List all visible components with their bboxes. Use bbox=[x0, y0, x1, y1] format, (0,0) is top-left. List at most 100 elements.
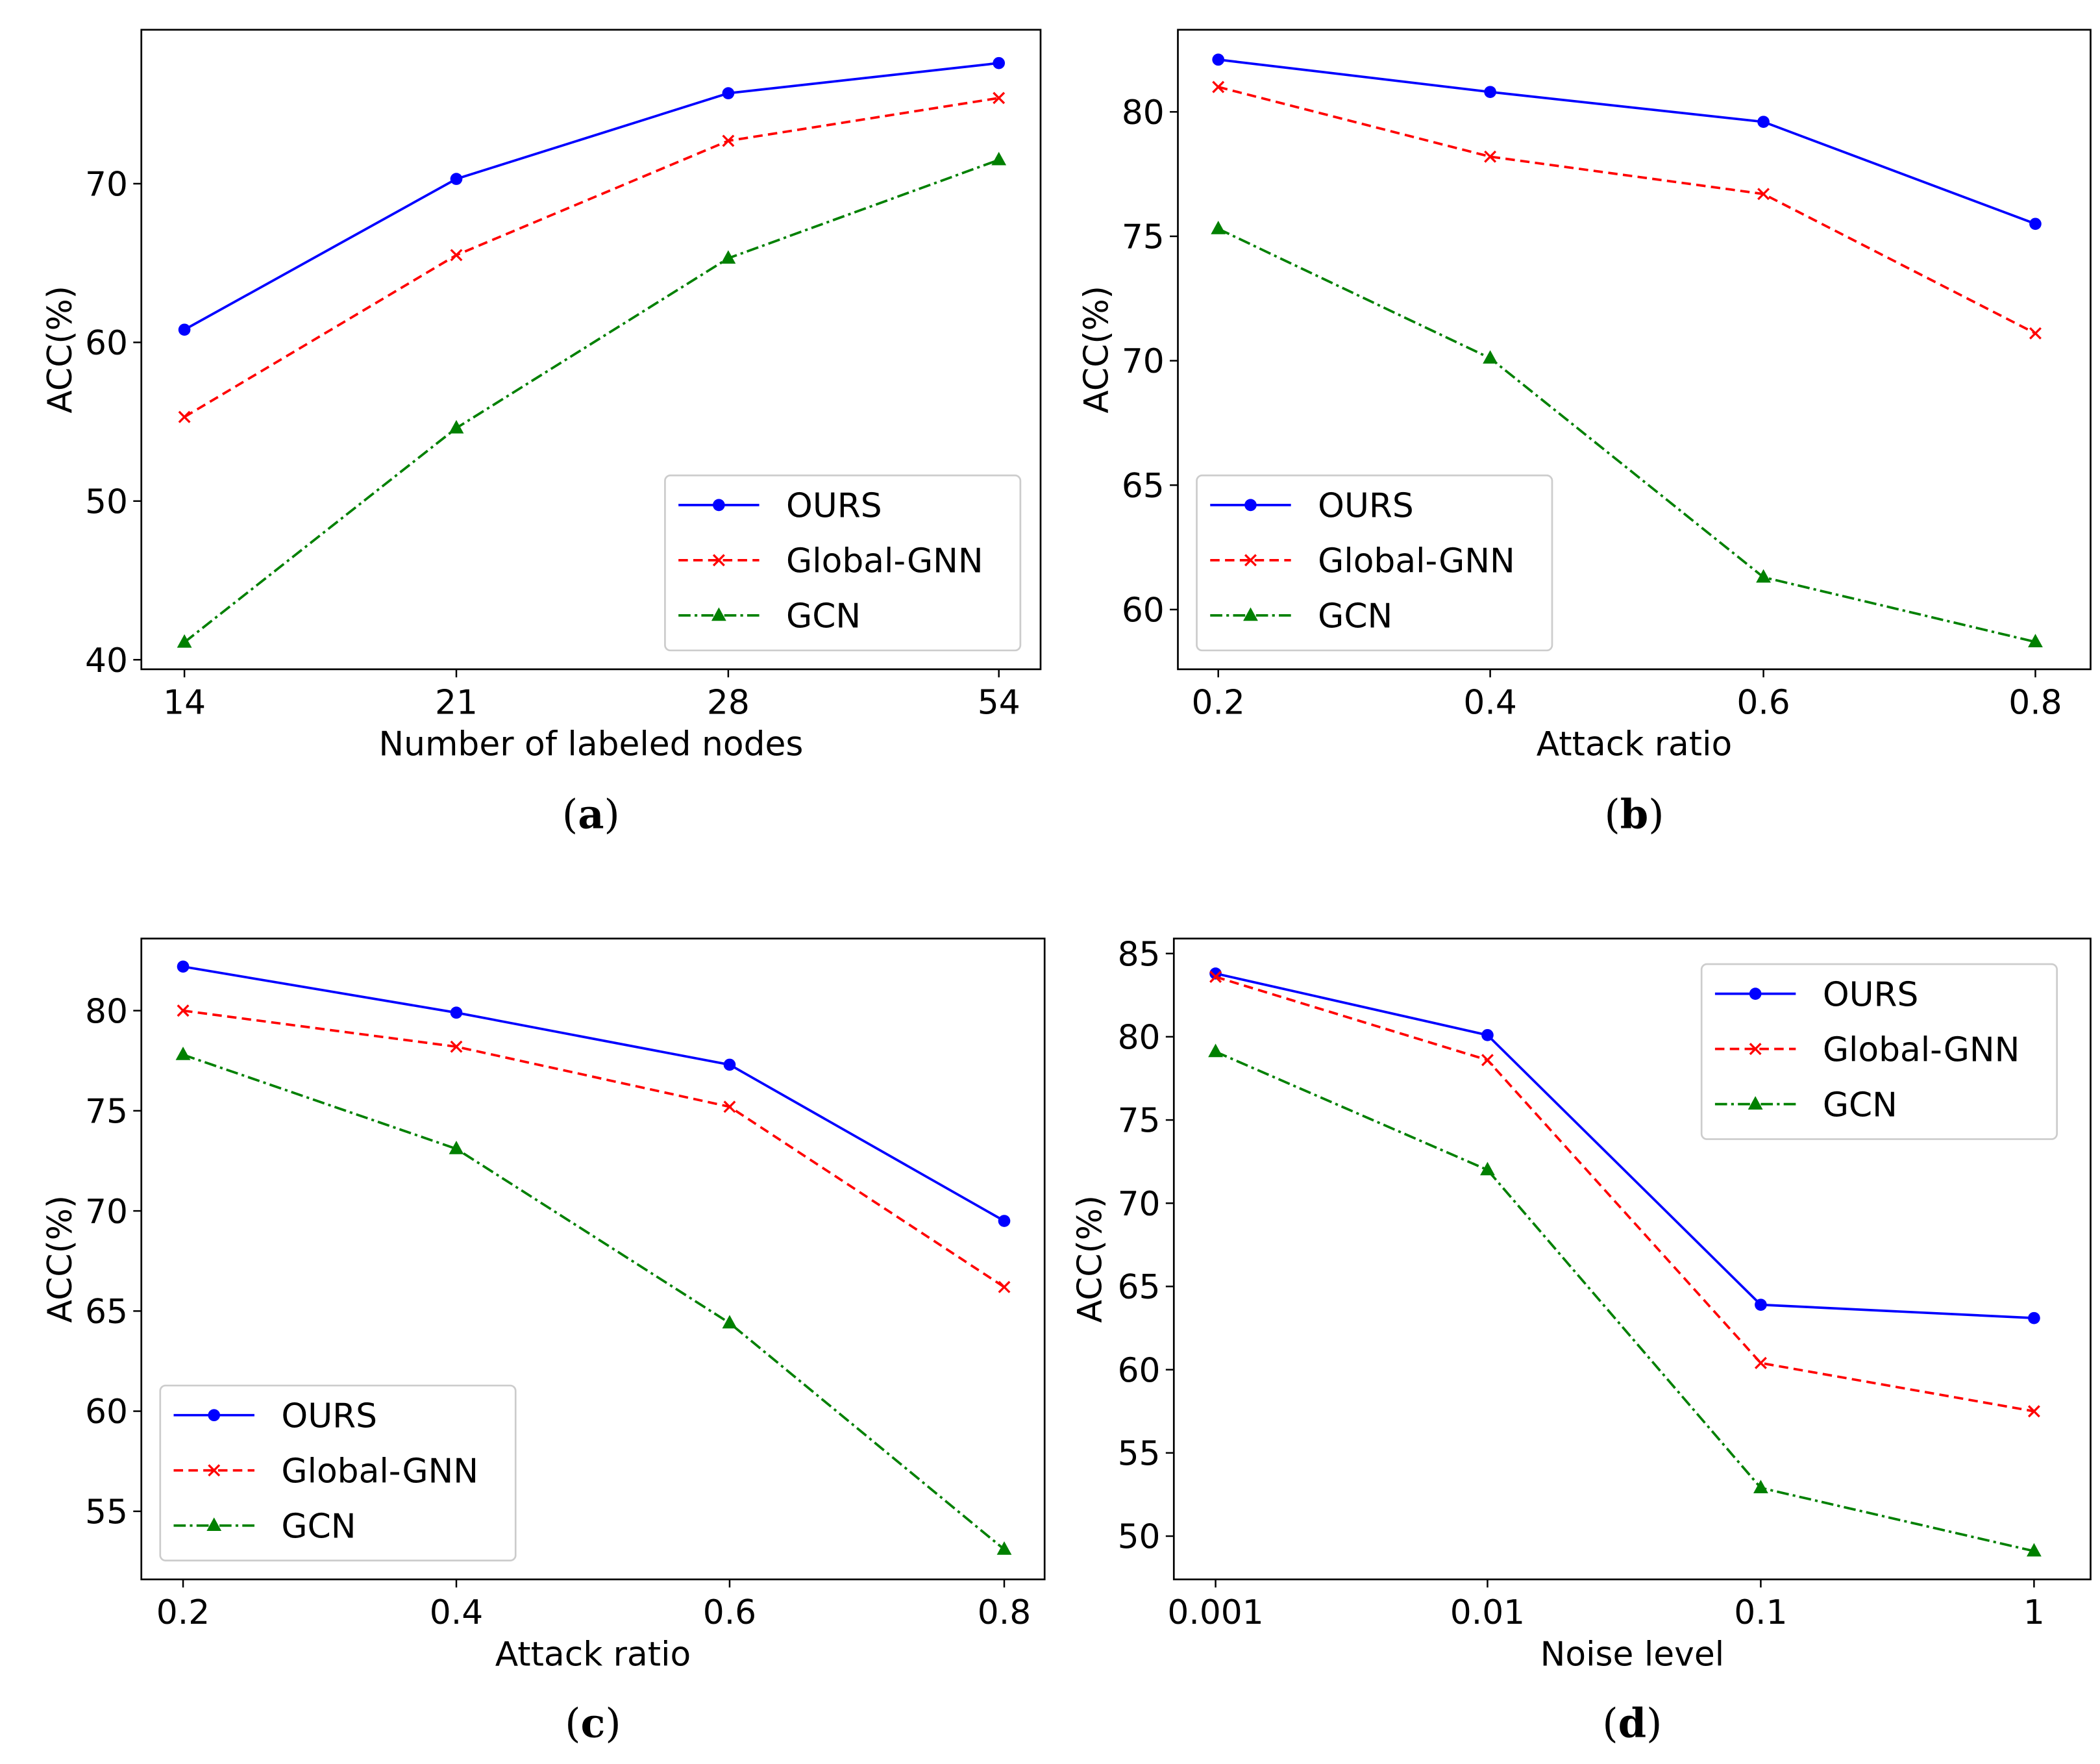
legend-item: Global-GNN bbox=[678, 542, 983, 581]
series-gcn bbox=[175, 1047, 1012, 1555]
x-tick-label: 54 bbox=[978, 683, 1020, 722]
legend-label: OURS bbox=[281, 1397, 377, 1435]
marker-circle bbox=[1484, 86, 1496, 98]
marker-x bbox=[1212, 81, 1225, 93]
y-tick-label: 60 bbox=[1122, 591, 1165, 630]
series-line bbox=[182, 1009, 1006, 1288]
marker-x bbox=[712, 554, 725, 567]
series-line bbox=[182, 1053, 1006, 1550]
marker-circle bbox=[1212, 53, 1225, 66]
caption-paren: ) bbox=[1648, 791, 1664, 838]
marker-x bbox=[1481, 1054, 1494, 1067]
y-axis-label: ACC(%) bbox=[41, 286, 80, 414]
legend-label: OURS bbox=[786, 487, 882, 526]
caption-paren: ( bbox=[562, 791, 578, 838]
marker-circle bbox=[723, 1058, 736, 1071]
marker-triangle bbox=[1243, 607, 1258, 621]
marker-x bbox=[998, 1280, 1011, 1293]
legend-item: OURS bbox=[1714, 975, 1918, 1014]
marker-triangle bbox=[175, 1047, 191, 1060]
marker-triangle bbox=[206, 1517, 222, 1532]
marker-triangle bbox=[1753, 1480, 1768, 1493]
caption-paren: ( bbox=[1602, 1699, 1618, 1746]
marker-circle bbox=[1757, 116, 1770, 128]
caption-letter: b bbox=[1620, 791, 1649, 838]
marker-triangle bbox=[2026, 1543, 2042, 1557]
legend-item: GCN bbox=[678, 597, 861, 636]
x-tick-label: 0.2 bbox=[1191, 683, 1244, 722]
y-axis-label: ACC(%) bbox=[1070, 1195, 1109, 1323]
legend-label: Global-GNN bbox=[1318, 542, 1515, 581]
legend-label: GCN bbox=[786, 597, 861, 636]
marker-triangle bbox=[721, 250, 736, 264]
legend-item: Global-GNN bbox=[1714, 1030, 2020, 1069]
y-tick-label: 55 bbox=[85, 1493, 128, 1532]
x-axis-label: Attack ratio bbox=[495, 1635, 691, 1674]
legend-label: GCN bbox=[281, 1507, 356, 1546]
caption-paren: ) bbox=[604, 791, 620, 838]
y-tick-label: 70 bbox=[1118, 1185, 1161, 1224]
y-tick-label: 40 bbox=[85, 641, 128, 680]
marker-circle bbox=[177, 960, 190, 973]
y-tick-label: 50 bbox=[85, 482, 128, 521]
marker-triangle bbox=[722, 1315, 737, 1329]
series-global-gnn bbox=[177, 1004, 1011, 1293]
marker-triangle bbox=[1483, 350, 1498, 364]
x-tick-label: 0.8 bbox=[978, 1593, 1031, 1632]
legend-item: OURS bbox=[678, 487, 882, 526]
x-tick-label: 14 bbox=[163, 683, 206, 722]
y-tick-label: 60 bbox=[85, 324, 128, 363]
marker-triangle bbox=[996, 1541, 1012, 1555]
marker-x bbox=[722, 134, 735, 147]
plot-frame bbox=[1172, 938, 2092, 1581]
marker-circle bbox=[1481, 1028, 1494, 1041]
marker-circle bbox=[998, 1215, 1011, 1227]
y-tick-label: 85 bbox=[1118, 935, 1161, 974]
marker-circle bbox=[1244, 499, 1257, 512]
series-line bbox=[183, 158, 1000, 643]
y-tick-label: 65 bbox=[85, 1293, 128, 1332]
marker-x bbox=[450, 249, 463, 262]
x-tick-label: 0.4 bbox=[1463, 683, 1516, 722]
legend: OURS Global-GNN GCN bbox=[1196, 474, 1553, 652]
series-line bbox=[184, 97, 999, 418]
y-tick-label: 80 bbox=[85, 992, 128, 1031]
marker-circle bbox=[993, 56, 1006, 69]
plot-frame bbox=[140, 938, 1046, 1581]
marker-circle bbox=[713, 499, 725, 512]
series-line bbox=[1217, 227, 2036, 643]
legend-label: Global-GNN bbox=[1823, 1030, 2020, 1069]
y-tick-label: 65 bbox=[1122, 467, 1165, 506]
caption-paren: ) bbox=[605, 1699, 621, 1746]
panel-caption: (c) bbox=[565, 1699, 621, 1746]
legend: OURS Global-GNN GCN bbox=[664, 474, 1022, 652]
marker-circle bbox=[722, 87, 735, 99]
marker-triangle bbox=[449, 419, 464, 434]
series-ours bbox=[1212, 53, 2042, 230]
y-tick-label: 75 bbox=[1122, 218, 1165, 257]
legend-box bbox=[664, 474, 1022, 652]
series-gcn bbox=[177, 151, 1007, 648]
caption-letter: d bbox=[1618, 1699, 1647, 1746]
legend-item: GCN bbox=[173, 1507, 356, 1546]
series-line bbox=[1215, 972, 2034, 1320]
legend-label: OURS bbox=[1318, 487, 1414, 526]
legend-item: GCN bbox=[1210, 597, 1392, 636]
chart-panel-c: 55 60 65 70 75 80 0.2 0.4 0.6 0.8 Attack ratio ACC(… bbox=[41, 938, 1046, 1746]
marker-circle bbox=[208, 1409, 221, 1422]
x-tick-label: 0.2 bbox=[156, 1593, 210, 1632]
legend-item: OURS bbox=[1210, 487, 1414, 526]
legend-label: Global-GNN bbox=[786, 542, 983, 581]
x-axis-label: Noise level bbox=[1540, 1635, 1725, 1674]
y-tick-label: 75 bbox=[1118, 1102, 1161, 1141]
legend: OURS Global-GNN GCN bbox=[1700, 963, 2058, 1140]
y-tick-label: 60 bbox=[85, 1393, 128, 1432]
x-tick-label: 0.1 bbox=[1734, 1593, 1787, 1632]
x-tick-label: 0.001 bbox=[1167, 1593, 1263, 1632]
panel-caption: (a) bbox=[562, 791, 620, 838]
x-axis-label: Number of labeled nodes bbox=[378, 725, 803, 764]
marker-x bbox=[178, 410, 191, 423]
plot-frame bbox=[140, 29, 1042, 671]
series-ours bbox=[1209, 967, 2040, 1324]
marker-triangle bbox=[177, 634, 192, 648]
